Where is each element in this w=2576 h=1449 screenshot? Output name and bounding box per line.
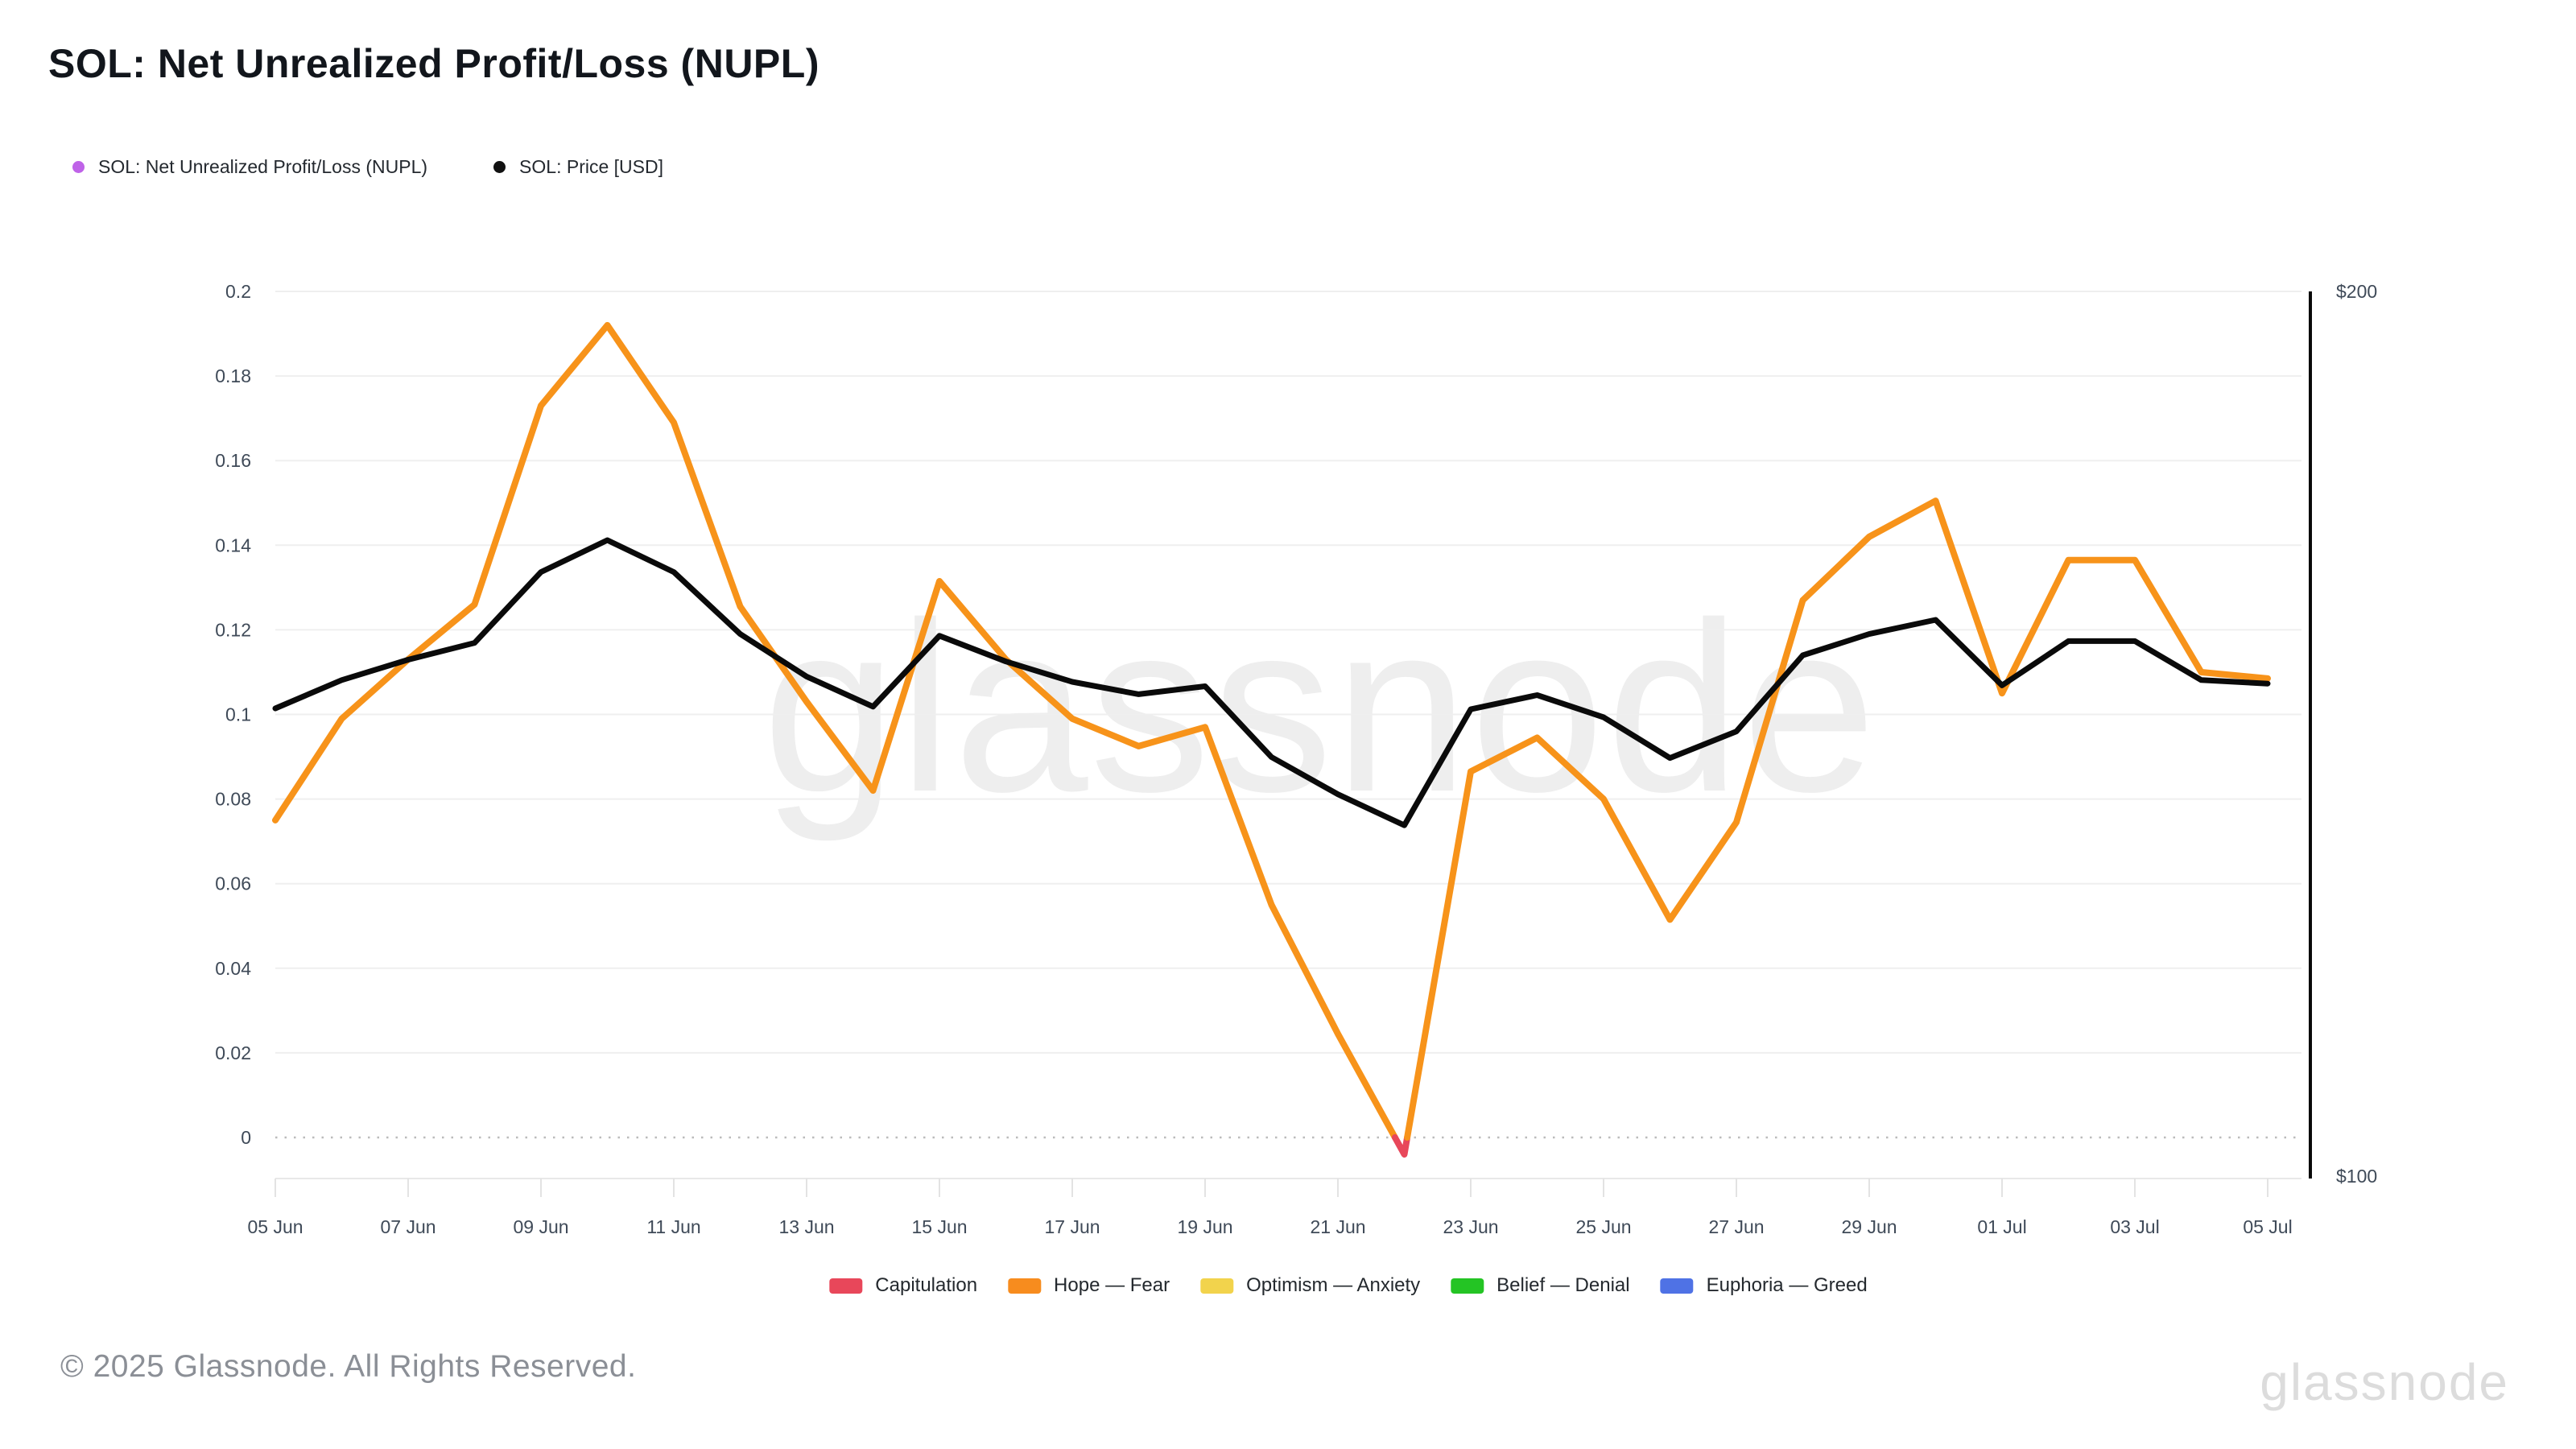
x-tick-label: 21 Jun — [1310, 1216, 1365, 1237]
legend-item-price-label: SOL: Price [USD] — [519, 156, 663, 177]
glassnode-logo: glassnode — [2260, 1353, 2509, 1411]
x-tick-label: 25 Jun — [1575, 1216, 1631, 1237]
legend-item-nupl[interactable]: SOL: Net Unrealized Profit/Loss (NUPL) — [72, 156, 427, 178]
page-title: SOL: Net Unrealized Profit/Loss (NUPL) — [48, 41, 819, 86]
y-tick-label: 0.02 — [215, 1042, 251, 1063]
legend-item-nupl-label: SOL: Net Unrealized Profit/Loss (NUPL) — [98, 156, 428, 177]
x-tick-label: 03 Jul — [2110, 1216, 2159, 1237]
legend-item-price[interactable]: SOL: Price [USD] — [493, 156, 663, 178]
band-legend-item-2[interactable]: Optimism — Anxiety — [1200, 1274, 1420, 1297]
band-swatch-icon — [1660, 1278, 1694, 1294]
band-legend-label: Capitulation — [875, 1274, 978, 1296]
band-legend-item-1[interactable]: Hope — Fear — [1008, 1274, 1170, 1297]
y-tick-label: 0.14 — [215, 535, 251, 555]
nupl-series-marker-icon — [72, 161, 85, 173]
band-legend-item-4[interactable]: Euphoria — Greed — [1660, 1274, 1868, 1297]
x-tick-label: 11 Jun — [646, 1216, 700, 1237]
copyright-text: © 2025 Glassnode. All Rights Reserved. — [60, 1349, 637, 1384]
band-legend-label: Optimism — Anxiety — [1246, 1274, 1421, 1296]
y-tick-label: 0.08 — [215, 789, 251, 810]
x-tick-label: 23 Jun — [1443, 1216, 1498, 1237]
nupl-line — [272, 322, 1398, 1141]
x-tick-label: 09 Jun — [513, 1216, 568, 1237]
nupl-line-capitulation-segment — [1391, 1134, 1411, 1158]
glassnode-watermark: glassnode — [762, 572, 1878, 842]
band-legend-label: Hope — Fear — [1054, 1274, 1170, 1296]
y-tick-label: 0.1 — [225, 704, 251, 725]
series-legend: SOL: Net Unrealized Profit/Loss (NUPL) S… — [72, 156, 663, 178]
y-tick-label: 0.06 — [215, 873, 251, 894]
band-legend-label: Euphoria — Greed — [1706, 1274, 1868, 1296]
band-swatch-icon — [1451, 1278, 1484, 1294]
band-legend-item-3[interactable]: Belief — Denial — [1451, 1274, 1630, 1297]
band-legend-item-0[interactable]: Capitulation — [829, 1274, 977, 1297]
x-tick-label: 01 Jul — [1977, 1216, 2026, 1237]
y-tick-label: 0.16 — [215, 450, 251, 471]
x-tick-label: 07 Jun — [380, 1216, 436, 1237]
x-tick-label: 29 Jun — [1841, 1216, 1897, 1237]
y-tick-label: 0 — [241, 1127, 251, 1148]
x-tick-label: 17 Jun — [1044, 1216, 1100, 1237]
y-tick-label: 0.04 — [215, 958, 251, 979]
x-tick-label: 27 Jun — [1708, 1216, 1764, 1237]
band-legend-label: Belief — Denial — [1496, 1274, 1630, 1296]
x-tick-label: 15 Jun — [911, 1216, 967, 1237]
x-tick-label: 05 Jul — [2243, 1216, 2292, 1237]
band-swatch-icon — [1008, 1278, 1042, 1294]
y-tick-label: 0.2 — [225, 281, 251, 302]
nupl-line — [1404, 497, 2271, 1141]
price-series-marker-icon — [493, 161, 506, 173]
right-axis-max-label: $200 — [2336, 281, 2378, 302]
right-axis-min-label: $100 — [2336, 1166, 2378, 1187]
band-legend: Capitulation Hope — Fear Optimism — Anxiet… — [829, 1274, 1868, 1297]
x-tick-label: 19 Jun — [1177, 1216, 1232, 1237]
price-line — [272, 537, 2271, 828]
x-tick-label: 05 Jun — [247, 1216, 303, 1237]
x-tick-label: 13 Jun — [778, 1216, 834, 1237]
band-swatch-icon — [829, 1278, 863, 1294]
y-tick-label: 0.18 — [215, 365, 251, 386]
band-swatch-icon — [1200, 1278, 1234, 1294]
y-tick-label: 0.12 — [215, 619, 251, 640]
